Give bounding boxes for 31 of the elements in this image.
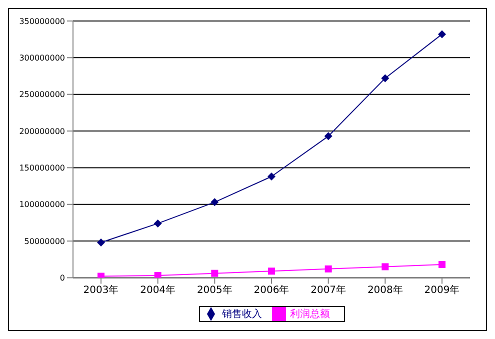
- x-tick-label: 2005年: [196, 284, 232, 296]
- y-tick-label: 350000000: [19, 16, 65, 26]
- y-tick-label: 0: [60, 274, 65, 283]
- x-tick-label: 2006年: [254, 284, 290, 296]
- y-tick-label: 300000000: [19, 54, 65, 63]
- point: [268, 172, 276, 181]
- y-tick-label: 50000000: [24, 236, 65, 246]
- point: [438, 261, 446, 268]
- legend-label: 销售收入: [222, 308, 262, 320]
- point: [154, 219, 162, 228]
- x-tick-label: 2003年: [83, 284, 119, 296]
- point: [154, 272, 162, 278]
- point: [97, 238, 105, 247]
- point: [382, 263, 389, 270]
- point: [98, 272, 104, 278]
- point: [324, 132, 332, 140]
- point: [268, 268, 275, 275]
- legend-label: 利润总额: [290, 308, 330, 320]
- y-tick-label: 200000000: [19, 126, 65, 136]
- x-tick-label: 2004年: [140, 284, 176, 296]
- point: [438, 30, 446, 38]
- y-tick-label: 250000000: [19, 90, 65, 100]
- point: [381, 74, 390, 82]
- x-tick-label: 2009年: [424, 284, 460, 296]
- y-tick-label: 100000000: [19, 200, 65, 210]
- x-tick-label: 2007年: [310, 284, 346, 296]
- point: [210, 198, 219, 206]
- point: [211, 270, 218, 277]
- y-tick-label: 150000000: [19, 164, 65, 173]
- point: [324, 265, 332, 272]
- x-tick-label: 2008年: [367, 284, 403, 296]
